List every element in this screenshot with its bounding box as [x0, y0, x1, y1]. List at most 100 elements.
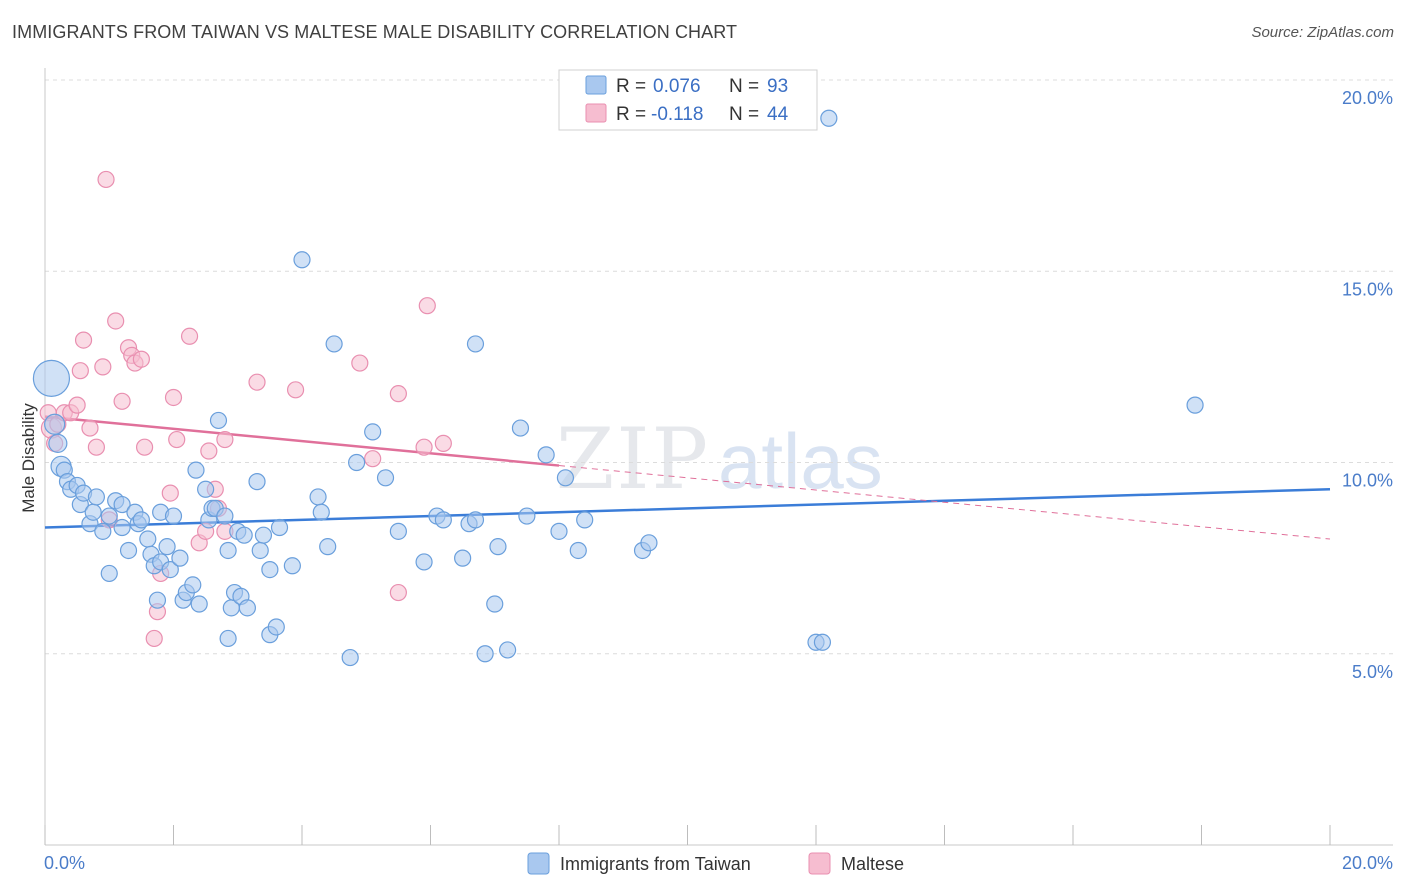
point-maltese-26	[168, 430, 186, 449]
point-taiwan-51	[238, 599, 256, 617]
chart-title: IMMIGRANTS FROM TAIWAN VS MALTESE MALE D…	[12, 22, 738, 42]
bottom-legend-label-maltese: Maltese	[841, 854, 904, 874]
point-maltese-20	[135, 438, 154, 456]
point-maltese-41	[415, 438, 433, 456]
point-maltese-35	[248, 373, 266, 391]
point-taiwan-29	[158, 538, 176, 556]
point-taiwan-2	[48, 433, 68, 453]
trend-lines	[44, 415, 1331, 540]
point-maltese-11	[94, 358, 112, 376]
point-taiwan-0	[32, 359, 71, 397]
point-maltese-19	[132, 350, 150, 368]
point-taiwan-54	[254, 526, 273, 544]
point-taiwan-65	[341, 648, 359, 667]
point-taiwan-12	[87, 488, 106, 506]
point-taiwan-37	[190, 595, 208, 613]
point-taiwan-32	[171, 549, 189, 567]
point-taiwan-78	[486, 595, 504, 613]
axes	[44, 68, 1393, 846]
point-taiwan-1	[44, 413, 66, 435]
point-taiwan-85	[556, 469, 575, 487]
point-taiwan-53	[251, 541, 269, 560]
bottom-legend-swatch-taiwan	[527, 852, 550, 875]
x-tick-label-0: 0.0%	[44, 853, 85, 873]
point-taiwan-58	[270, 518, 289, 537]
point-taiwan-22	[132, 511, 150, 529]
point-maltese-43	[434, 434, 452, 452]
legend-r-value-maltese: -0.118	[651, 104, 703, 125]
point-maltese-25	[164, 388, 183, 407]
point-taiwan-79	[489, 538, 507, 556]
point-maltese-37	[351, 354, 369, 372]
point-maltese-10	[87, 438, 106, 456]
point-taiwan-38	[197, 480, 215, 498]
point-taiwan-45	[219, 629, 237, 648]
point-taiwan-57	[267, 618, 285, 636]
point-taiwan-73	[454, 549, 472, 567]
legend-box: R = 0.076 N = 93 R = -0.118 N = 44	[558, 69, 818, 131]
point-taiwan-62	[312, 503, 330, 521]
legend-swatch-taiwan	[585, 75, 607, 95]
bottom-legend: Immigrants from Taiwan Maltese	[527, 852, 904, 875]
point-maltese-39	[389, 385, 407, 403]
y-tick-label-1: 10.0%	[1342, 471, 1393, 491]
point-taiwan-82	[518, 507, 536, 525]
point-taiwan-81	[511, 419, 530, 437]
point-taiwan-87	[576, 511, 594, 529]
watermark-zip: ZIP	[556, 410, 710, 508]
point-taiwan-63	[319, 538, 337, 556]
point-maltese-8	[74, 331, 93, 349]
point-taiwan-42	[209, 411, 228, 430]
bottom-legend-label-taiwan: Immigrants from Taiwan	[560, 854, 751, 874]
point-taiwan-27	[148, 591, 167, 609]
point-taiwan-70	[415, 553, 433, 571]
point-maltese-34	[216, 430, 234, 449]
point-taiwan-80	[499, 641, 517, 659]
source-label: Source: ZipAtlas.com	[1251, 24, 1394, 41]
point-taiwan-59	[283, 557, 301, 575]
point-taiwan-67	[364, 423, 382, 441]
point-taiwan-69	[389, 522, 407, 540]
point-taiwan-68	[376, 469, 395, 487]
point-maltese-40	[389, 583, 407, 602]
point-taiwan-18	[113, 495, 131, 514]
point-maltese-9	[81, 419, 99, 437]
trend-line-maltese-dashed	[558, 465, 1331, 540]
y-axis-label: Male Disability	[19, 403, 38, 513]
legend-n-label-maltese: N =	[729, 104, 764, 125]
points-taiwan	[32, 109, 1204, 667]
point-taiwan-76	[466, 511, 485, 529]
legend-r-label-maltese: R =	[616, 104, 651, 125]
point-maltese-36	[286, 381, 305, 399]
x-tick-label-1: 20.0%	[1342, 853, 1393, 873]
point-maltese-27	[180, 327, 199, 345]
legend-n-value-taiwan: 93	[767, 76, 788, 97]
point-taiwan-35	[184, 576, 202, 594]
point-taiwan-64	[325, 335, 343, 353]
point-maltese-7	[71, 362, 89, 380]
point-maltese-14	[107, 312, 125, 330]
y-tick-label-2: 15.0%	[1342, 279, 1393, 299]
legend-n-label-taiwan: N =	[729, 76, 764, 97]
point-taiwan-44	[219, 541, 237, 560]
point-taiwan-14	[100, 507, 118, 525]
point-taiwan-36	[187, 461, 205, 479]
point-taiwan-72	[434, 511, 452, 529]
point-taiwan-89	[640, 534, 658, 552]
point-taiwan-77	[476, 645, 494, 663]
point-taiwan-91	[813, 633, 832, 651]
point-taiwan-52	[248, 473, 266, 491]
point-maltese-15	[113, 392, 131, 410]
point-maltese-12	[97, 170, 115, 189]
bottom-legend-swatch-maltese	[808, 852, 831, 875]
point-taiwan-66	[348, 453, 366, 472]
point-maltese-6	[68, 396, 86, 414]
legend-swatch-maltese	[585, 103, 607, 123]
point-taiwan-84	[550, 522, 568, 540]
y-tick-label-0: 5.0%	[1352, 662, 1393, 682]
point-taiwan-92	[1186, 396, 1204, 414]
point-taiwan-31	[164, 507, 183, 525]
point-taiwan-86	[569, 541, 587, 560]
legend-r-label-taiwan: R =	[616, 76, 651, 97]
